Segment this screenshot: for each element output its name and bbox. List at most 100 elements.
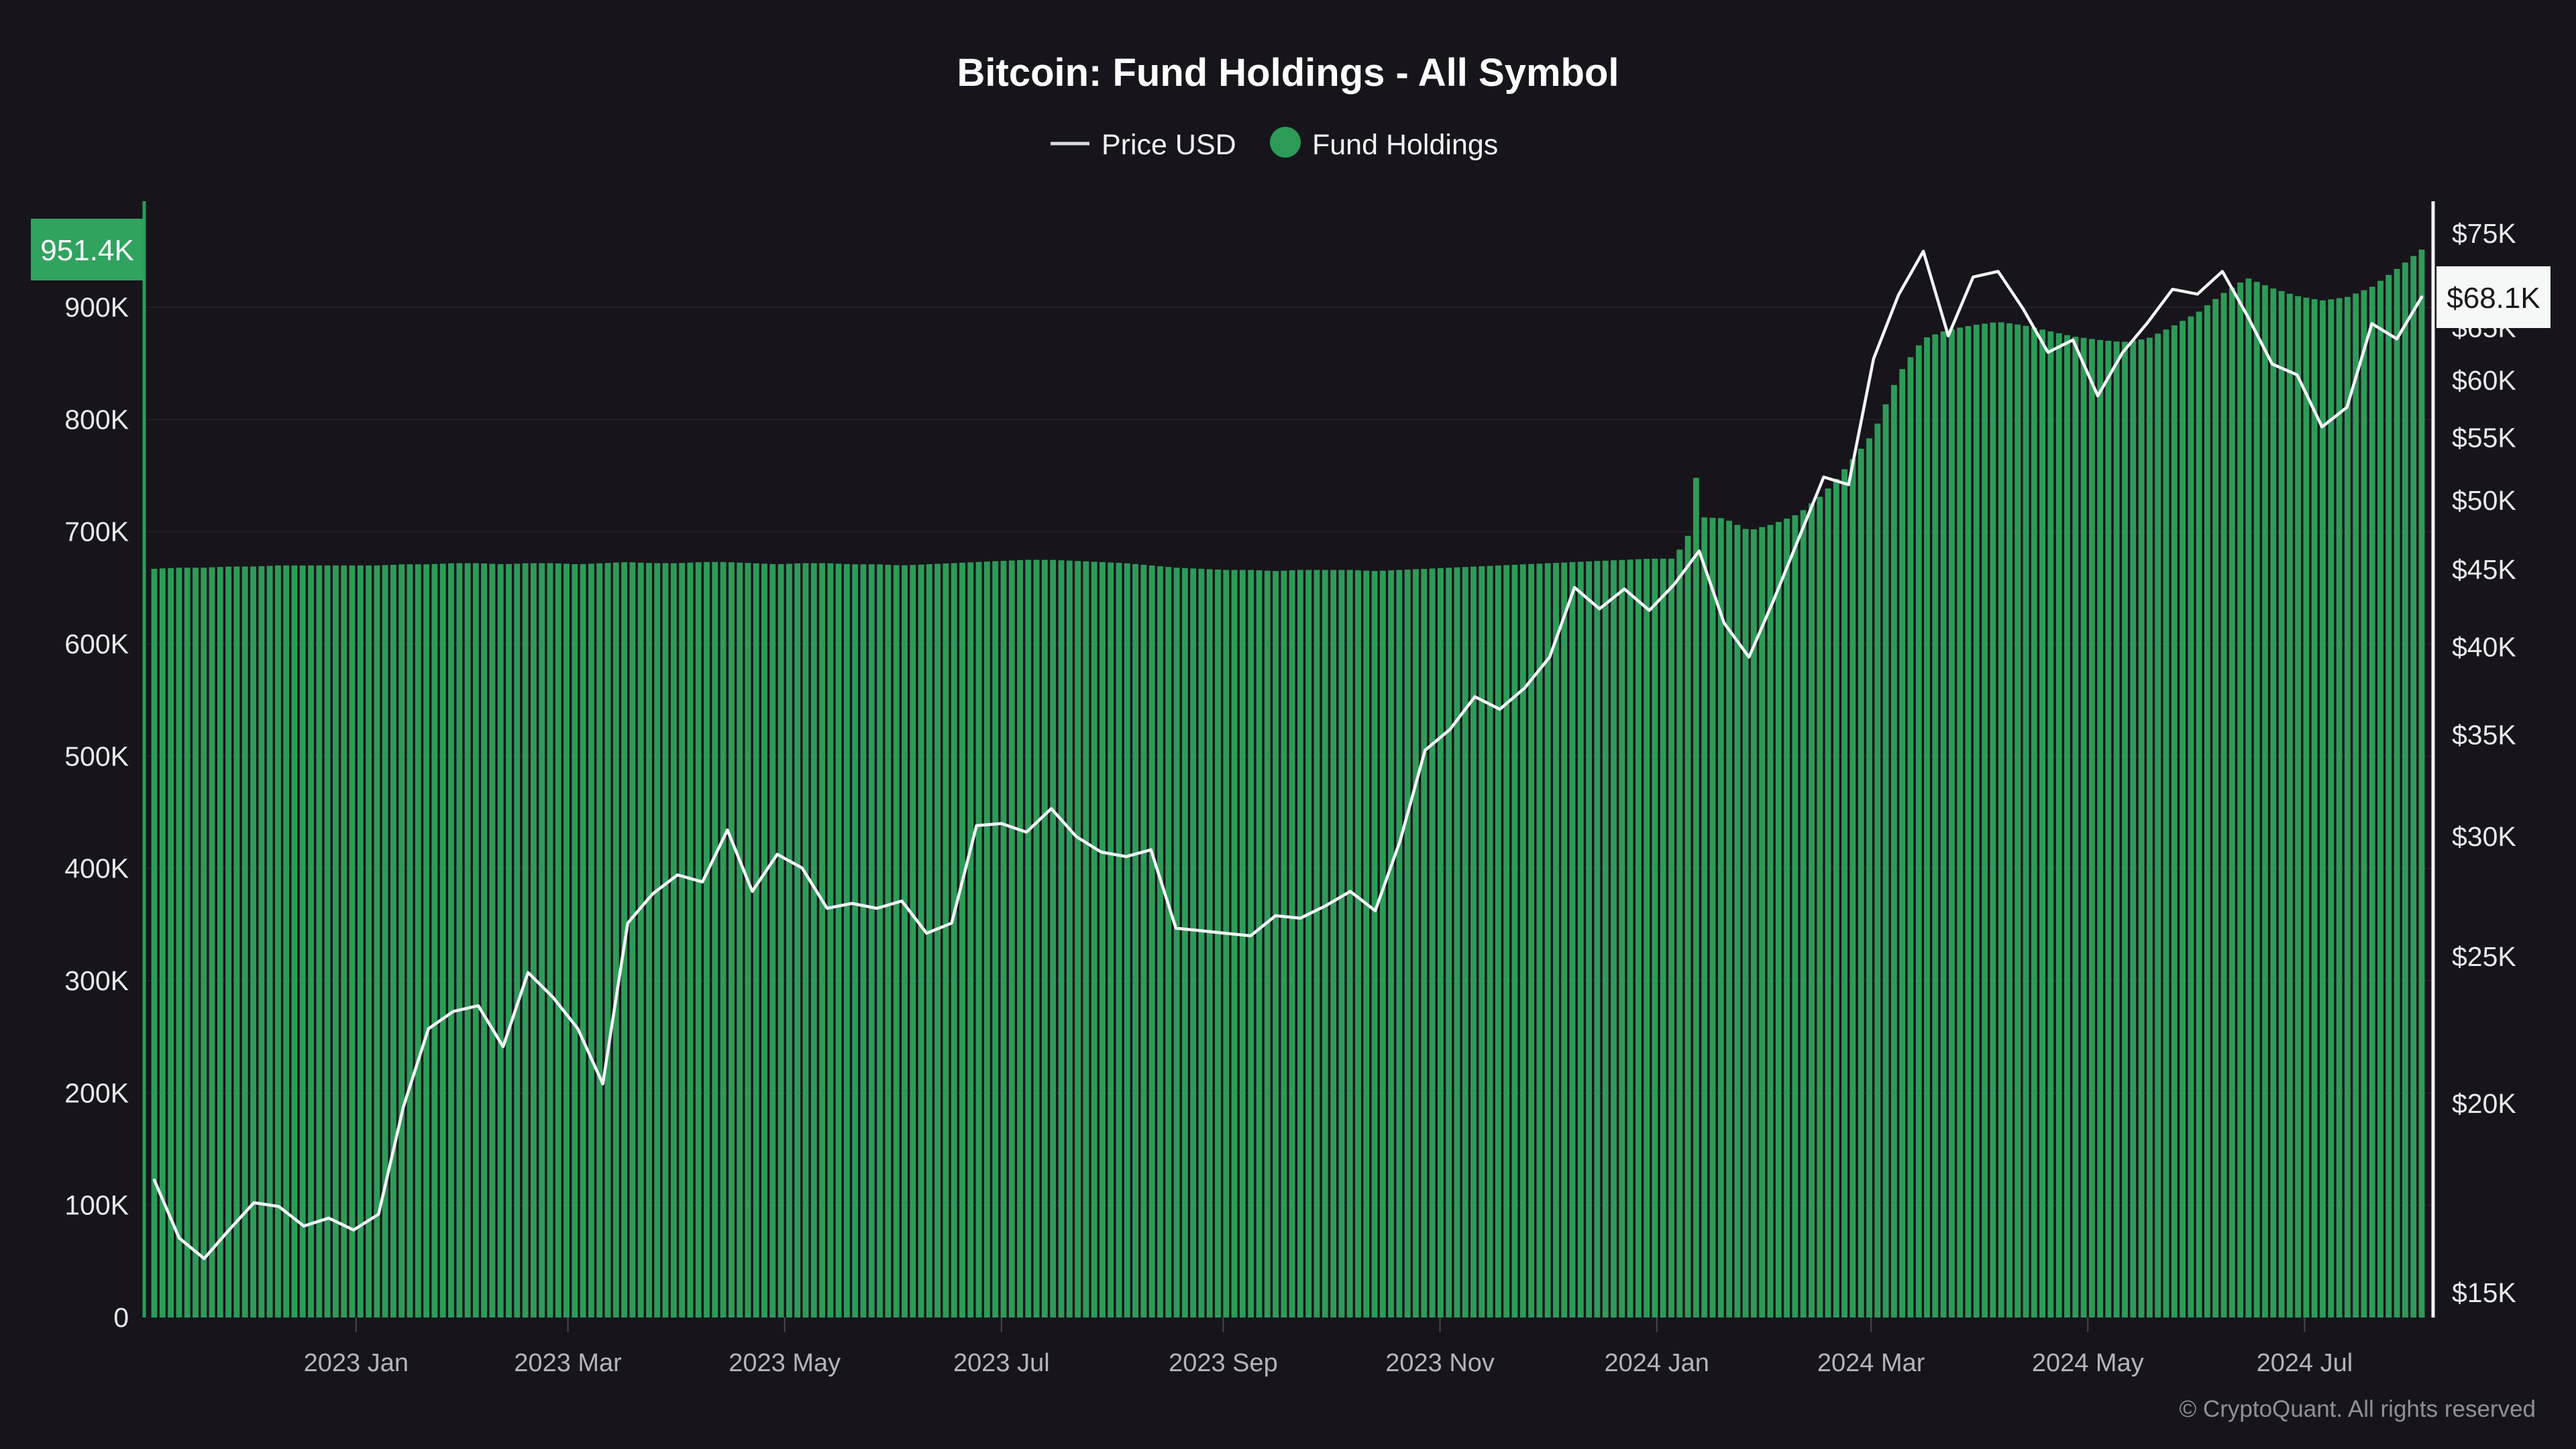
holdings-bar[interactable] [737,562,743,1318]
holdings-bar[interactable] [786,564,792,1318]
holdings-bar[interactable] [835,564,842,1318]
holdings-bar[interactable] [1438,568,1444,1318]
holdings-bar[interactable] [2212,299,2219,1318]
holdings-bar[interactable] [209,567,215,1318]
holdings-bar[interactable] [2204,305,2210,1318]
holdings-bar[interactable] [1817,496,1823,1318]
holdings-bar[interactable] [810,563,817,1318]
holdings-bar[interactable] [250,566,256,1318]
holdings-bar[interactable] [2015,324,2021,1318]
holdings-bar[interactable] [1973,325,1980,1318]
holdings-bar[interactable] [1759,527,1766,1318]
holdings-bar[interactable] [1627,559,1633,1318]
holdings-bar[interactable] [951,563,957,1318]
holdings-bar[interactable] [489,564,496,1318]
holdings-bar[interactable] [1693,478,1699,1318]
holdings-bar[interactable] [1305,570,1312,1318]
holdings-bar[interactable] [885,564,892,1318]
holdings-bar[interactable] [1577,561,1584,1318]
holdings-bar[interactable] [2064,335,2070,1318]
holdings-bar[interactable] [1240,570,1246,1318]
holdings-bar[interactable] [1313,570,1320,1318]
holdings-bar[interactable] [967,562,974,1318]
holdings-bar[interactable] [1066,560,1073,1318]
holdings-bar[interactable] [1429,568,1436,1318]
holdings-bar[interactable] [2377,280,2383,1318]
holdings-bar[interactable] [794,563,801,1318]
holdings-bar[interactable] [2155,333,2161,1318]
holdings-bar[interactable] [670,563,677,1318]
holdings-bar[interactable] [1033,559,1040,1318]
holdings-bar[interactable] [1075,561,1081,1318]
holdings-bar[interactable] [2039,329,2045,1318]
holdings-bar[interactable] [1866,438,1872,1318]
holdings-bar[interactable] [423,564,429,1318]
holdings-bar[interactable] [1371,571,1378,1318]
holdings-bar[interactable] [2245,278,2252,1318]
holdings-bar[interactable] [193,568,199,1318]
holdings-bar[interactable] [1215,570,1221,1318]
holdings-bar[interactable] [1553,563,1559,1318]
holdings-bar[interactable] [1511,564,1518,1318]
holdings-bar[interactable] [1882,404,1889,1318]
holdings-bar[interactable] [398,564,405,1318]
holdings-bar[interactable] [168,568,174,1318]
holdings-bar[interactable] [1611,560,1617,1318]
holdings-bar[interactable] [629,562,636,1318]
holdings-bar[interactable] [1957,327,1964,1318]
holdings-bar[interactable] [539,563,545,1318]
holdings-bar[interactable] [2180,321,2186,1318]
holdings-bar[interactable] [390,564,396,1318]
holdings-bar[interactable] [943,563,949,1318]
holdings-bar[interactable] [1108,562,1114,1318]
holdings-bar[interactable] [2402,262,2408,1318]
holdings-bar[interactable] [2286,293,2293,1318]
holdings-bar[interactable] [2278,290,2285,1318]
holdings-bar[interactable] [1231,570,1238,1318]
holdings-bar[interactable] [1833,478,1839,1318]
holdings-bar[interactable] [266,566,273,1318]
holdings-bar[interactable] [299,565,306,1318]
holdings-bar[interactable] [1594,561,1601,1318]
holdings-bar[interactable] [1924,337,1930,1318]
holdings-bar[interactable] [1248,570,1254,1318]
holdings-bar[interactable] [233,566,240,1318]
holdings-bar[interactable] [1652,558,1658,1318]
holdings-bar[interactable] [769,564,776,1318]
holdings-bar[interactable] [2369,286,2375,1318]
holdings-bar[interactable] [1421,569,1428,1318]
holdings-bar[interactable] [2253,282,2260,1318]
holdings-bar[interactable] [275,565,281,1318]
holdings-bar[interactable] [472,563,479,1318]
holdings-bar[interactable] [2262,285,2268,1318]
holdings-bar[interactable] [1569,562,1576,1318]
holdings-bar[interactable] [1717,518,1724,1318]
holdings-bar[interactable] [1388,570,1394,1318]
holdings-bar[interactable] [1223,570,1230,1318]
holdings-bar[interactable] [1470,566,1477,1318]
holdings-bar[interactable] [1519,564,1526,1318]
holdings-bar[interactable] [1676,549,1683,1318]
holdings-bar[interactable] [777,564,784,1318]
holdings-bar[interactable] [2105,341,2112,1318]
holdings-bar[interactable] [1338,570,1345,1318]
holdings-bar[interactable] [291,565,298,1318]
holdings-bar[interactable] [1000,561,1007,1318]
holdings-bar[interactable] [1915,345,1922,1318]
holdings-bar[interactable] [2345,297,2351,1318]
holdings-bar[interactable] [1396,570,1403,1318]
holdings-bar[interactable] [695,562,702,1318]
holdings-bar[interactable] [547,563,553,1318]
holdings-bar[interactable] [1784,519,1790,1318]
holdings-bar[interactable] [1849,459,1856,1318]
holdings-bar[interactable] [1487,566,1493,1318]
holdings-bar[interactable] [1528,564,1534,1318]
holdings-bar[interactable] [2122,341,2128,1318]
holdings-bar[interactable] [481,563,487,1318]
holdings-bar[interactable] [1289,570,1295,1318]
holdings-bar[interactable] [712,561,718,1318]
holdings-bar[interactable] [1792,515,1799,1318]
holdings-bar[interactable] [1173,568,1180,1318]
holdings-bar[interactable] [753,563,759,1318]
